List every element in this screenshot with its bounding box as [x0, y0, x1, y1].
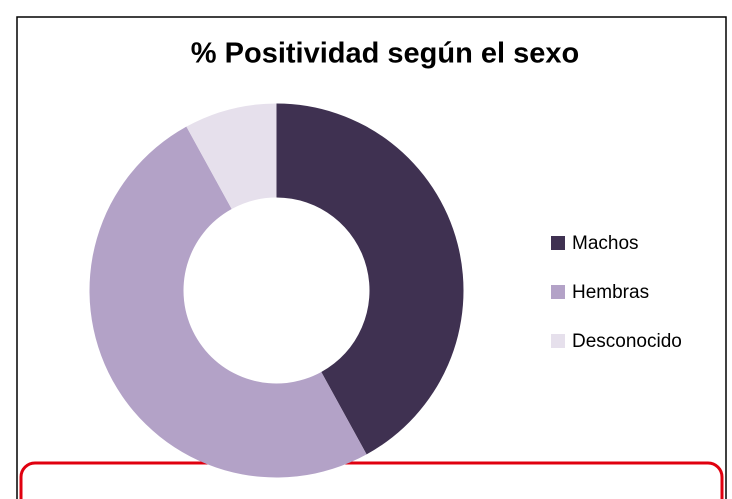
legend-swatch — [551, 236, 565, 250]
donut-segment — [186, 103, 277, 210]
legend-label: Hembras — [572, 282, 649, 303]
legend-label: Desconocido — [572, 331, 682, 352]
donut-segment — [89, 126, 367, 478]
donut-segment — [276, 103, 464, 455]
legend-swatch — [551, 334, 565, 348]
legend-label: Machos — [572, 233, 639, 254]
chart-title: % Positividad según el sexo — [191, 38, 579, 70]
text-box — [19, 461, 724, 499]
legend-swatch — [551, 285, 565, 299]
